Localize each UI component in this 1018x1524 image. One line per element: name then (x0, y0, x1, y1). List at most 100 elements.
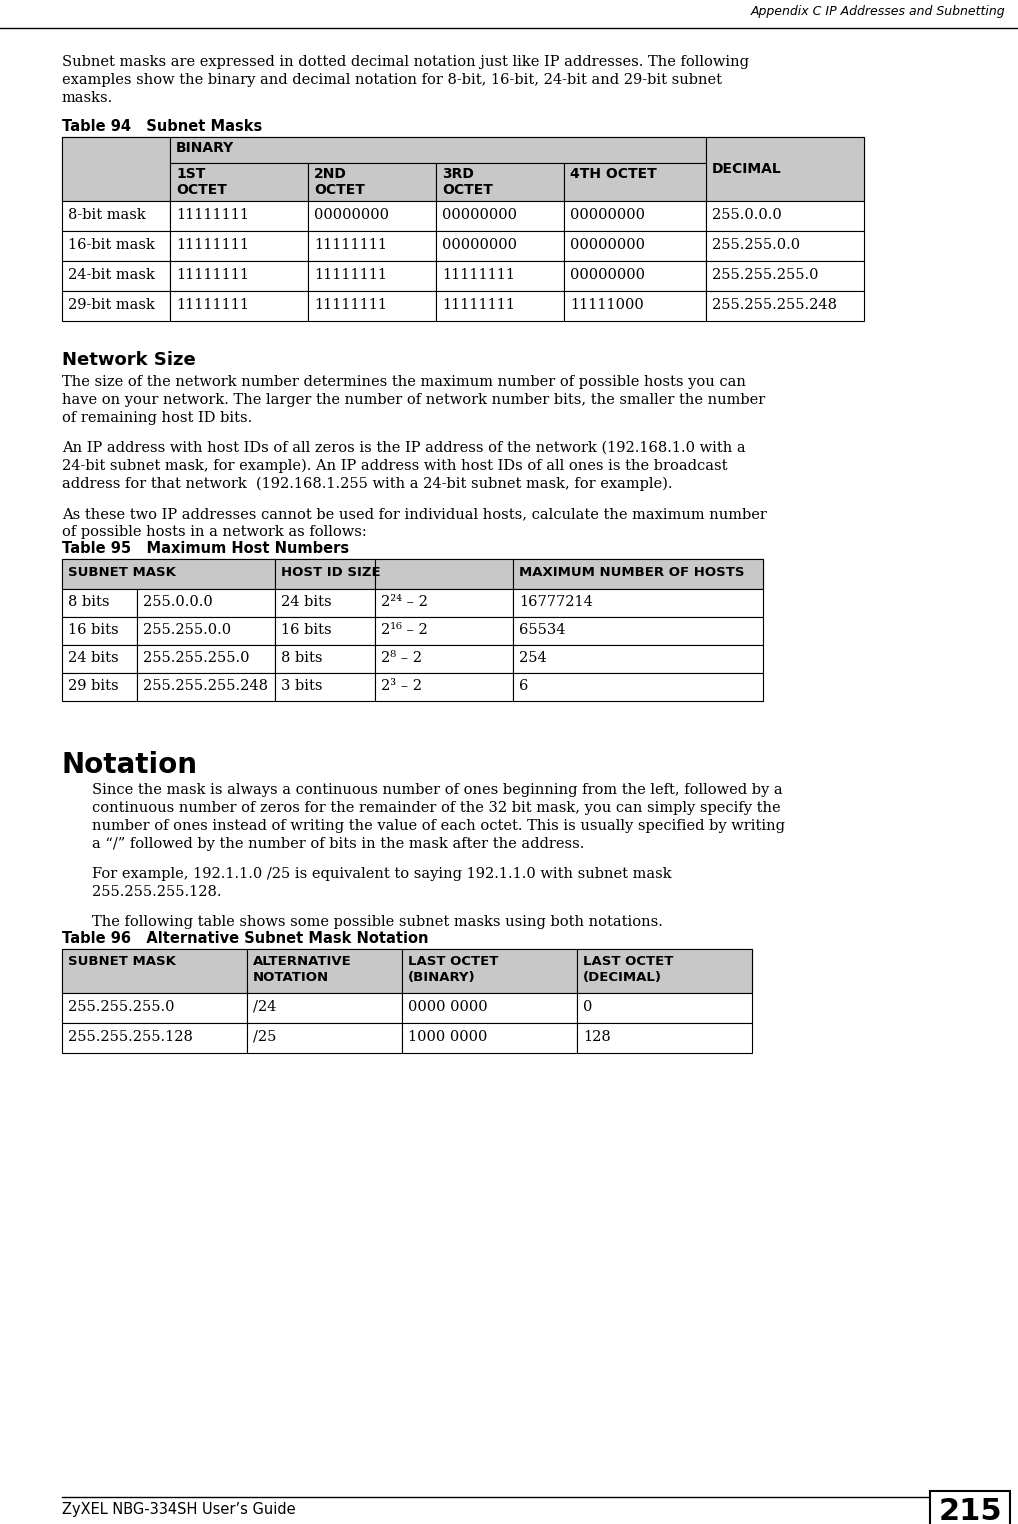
Text: 8-bit mask: 8-bit mask (68, 207, 146, 223)
Text: 24-bit subnet mask, for example). An IP address with host IDs of all ones is the: 24-bit subnet mask, for example). An IP … (62, 459, 728, 474)
Text: 2²⁴ – 2: 2²⁴ – 2 (381, 594, 428, 610)
Bar (62, 588, 137, 617)
Text: 1ST
OCTET: 1ST OCTET (176, 168, 227, 197)
Text: examples show the binary and decimal notation for 8-bit, 16-bit, 24-bit and 29-b: examples show the binary and decimal not… (62, 73, 722, 87)
Text: 8 bits: 8 bits (281, 651, 323, 664)
Text: address for that network  (192.168.1.255 with a 24-bit subnet mask, for example): address for that network (192.168.1.255 … (62, 477, 673, 491)
Text: SUBNET MASK: SUBNET MASK (68, 956, 176, 968)
Bar (436, 201, 564, 232)
Text: For example, 192.1.1.0 /25 is equivalent to saying 192.1.1.0 with subnet mask: For example, 192.1.1.0 /25 is equivalent… (92, 867, 672, 881)
Text: 24 bits: 24 bits (281, 594, 332, 610)
Text: continuous number of zeros for the remainder of the 32 bit mask, you can simply : continuous number of zeros for the remai… (92, 802, 781, 815)
Bar (170, 163, 308, 201)
Text: 11111111: 11111111 (314, 268, 387, 282)
Text: Appendix C IP Addresses and Subnetting: Appendix C IP Addresses and Subnetting (750, 5, 1005, 18)
Text: 6: 6 (519, 680, 528, 693)
Bar (577, 949, 752, 994)
Text: Table 95   Maximum Host Numbers: Table 95 Maximum Host Numbers (62, 541, 349, 556)
Text: 255.255.255.0: 255.255.255.0 (68, 1000, 174, 1013)
Bar (308, 163, 436, 201)
Text: 255.255.255.0: 255.255.255.0 (712, 268, 818, 282)
Text: HOST ID SIZE: HOST ID SIZE (281, 565, 381, 579)
Bar (577, 994, 752, 1023)
Text: 11111111: 11111111 (442, 268, 515, 282)
Text: Table 96   Alternative Subnet Mask Notation: Table 96 Alternative Subnet Mask Notatio… (62, 931, 429, 946)
Bar (170, 291, 308, 322)
Text: 16777214: 16777214 (519, 594, 592, 610)
Text: 8 bits: 8 bits (68, 594, 110, 610)
Bar (62, 261, 170, 291)
Bar (275, 674, 375, 701)
Bar (62, 559, 275, 588)
Bar (706, 137, 864, 201)
Bar (308, 232, 436, 261)
Text: masks.: masks. (62, 91, 113, 105)
Text: have on your network. The larger the number of network number bits, the smaller : have on your network. The larger the num… (62, 393, 766, 407)
Bar (170, 232, 308, 261)
Text: 11111111: 11111111 (442, 299, 515, 312)
Text: Since the mask is always a continuous number of ones beginning from the left, fo: Since the mask is always a continuous nu… (92, 783, 783, 797)
Bar (513, 559, 764, 588)
Bar (564, 163, 706, 201)
Text: 255.255.0.0: 255.255.0.0 (143, 623, 231, 637)
Text: 128: 128 (583, 1030, 611, 1044)
Text: 255.255.255.248: 255.255.255.248 (143, 680, 268, 693)
Text: number of ones instead of writing the value of each octet. This is usually speci: number of ones instead of writing the va… (92, 818, 785, 834)
Text: 255.255.255.128: 255.255.255.128 (68, 1030, 192, 1044)
Bar (275, 559, 375, 588)
Text: 65534: 65534 (519, 623, 566, 637)
Bar (706, 201, 864, 232)
Bar (375, 617, 513, 645)
Bar (375, 674, 513, 701)
Bar (308, 291, 436, 322)
Text: 00000000: 00000000 (570, 207, 645, 223)
Text: of possible hosts in a network as follows:: of possible hosts in a network as follow… (62, 524, 366, 539)
Text: 215: 215 (939, 1497, 1002, 1524)
Text: 1000 0000: 1000 0000 (408, 1030, 488, 1044)
Text: ALTERNATIVE
NOTATION: ALTERNATIVE NOTATION (253, 956, 352, 985)
Bar (402, 1023, 577, 1053)
Text: LAST OCTET
(BINARY): LAST OCTET (BINARY) (408, 956, 499, 985)
Text: a “/” followed by the number of bits in the mask after the address.: a “/” followed by the number of bits in … (92, 837, 584, 850)
Bar (436, 261, 564, 291)
Text: 00000000: 00000000 (314, 207, 389, 223)
Text: The following table shows some possible subnet masks using both notations.: The following table shows some possible … (92, 914, 663, 930)
Text: 11111111: 11111111 (314, 238, 387, 251)
Text: 00000000: 00000000 (570, 238, 645, 251)
Text: /24: /24 (253, 1000, 276, 1013)
Text: 16-bit mask: 16-bit mask (68, 238, 155, 251)
Bar (62, 645, 137, 674)
Bar (564, 232, 706, 261)
Text: LAST OCTET
(DECIMAL): LAST OCTET (DECIMAL) (583, 956, 673, 985)
Text: 29 bits: 29 bits (68, 680, 119, 693)
Text: 0000 0000: 0000 0000 (408, 1000, 488, 1013)
Text: 3 bits: 3 bits (281, 680, 323, 693)
Bar (402, 994, 577, 1023)
Bar (137, 617, 275, 645)
Bar (375, 645, 513, 674)
Bar (402, 949, 577, 994)
Text: 24 bits: 24 bits (68, 651, 119, 664)
Bar (62, 291, 170, 322)
Bar (0, 0, 1018, 27)
Bar (170, 261, 308, 291)
Text: DECIMAL: DECIMAL (712, 162, 782, 175)
Text: 16 bits: 16 bits (68, 623, 119, 637)
Bar (564, 291, 706, 322)
Bar (62, 559, 764, 588)
Bar (170, 137, 706, 163)
Text: MAXIMUM NUMBER OF HOSTS: MAXIMUM NUMBER OF HOSTS (519, 565, 744, 579)
Bar (62, 994, 247, 1023)
Bar (513, 588, 764, 617)
Text: of remaining host ID bits.: of remaining host ID bits. (62, 411, 252, 425)
Text: 255.255.255.248: 255.255.255.248 (712, 299, 837, 312)
Bar (513, 674, 764, 701)
Bar (513, 645, 764, 674)
Bar (275, 645, 375, 674)
Text: ZyXEL NBG-334SH User’s Guide: ZyXEL NBG-334SH User’s Guide (62, 1503, 295, 1516)
Text: 2⁸ – 2: 2⁸ – 2 (381, 651, 422, 664)
Text: 24-bit mask: 24-bit mask (68, 268, 155, 282)
Text: 11111111: 11111111 (314, 299, 387, 312)
Text: Network Size: Network Size (62, 351, 195, 369)
Bar (930, 1490, 1010, 1524)
